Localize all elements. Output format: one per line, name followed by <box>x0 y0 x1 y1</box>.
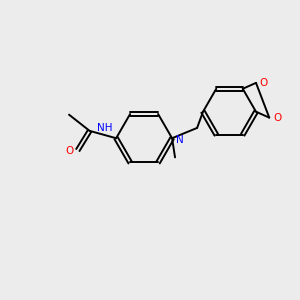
Text: NH: NH <box>97 123 112 133</box>
Text: O: O <box>273 112 281 123</box>
Text: O: O <box>260 78 268 88</box>
Text: N: N <box>176 135 183 145</box>
Text: O: O <box>65 146 74 157</box>
